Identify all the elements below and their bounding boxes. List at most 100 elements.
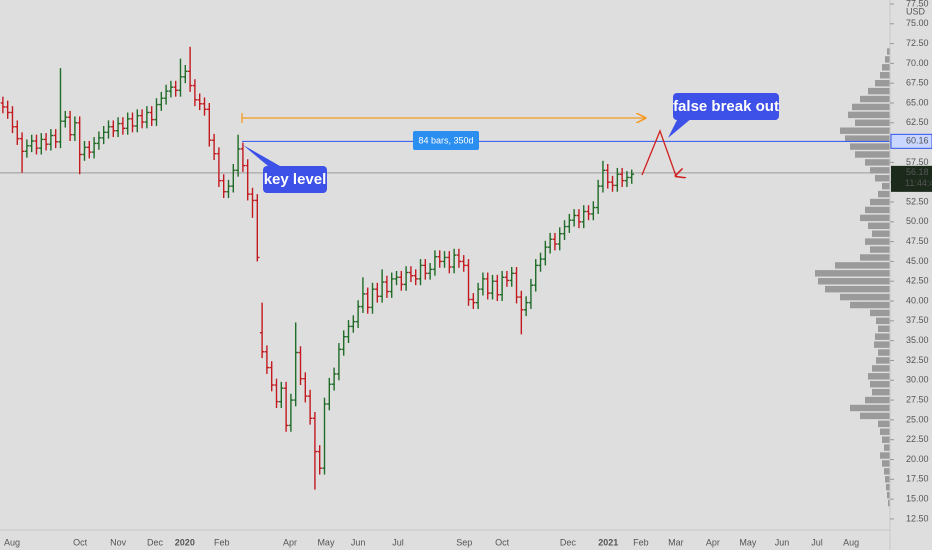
profile-bar <box>888 499 890 507</box>
volume-profile <box>815 48 890 507</box>
x-tick-label: Jun <box>351 537 366 547</box>
profile-bar <box>850 404 890 412</box>
profile-bar <box>880 72 890 79</box>
y-tick-label: 52.50 <box>906 196 929 206</box>
y-tick-label: 75.00 <box>906 18 929 28</box>
profile-bar <box>887 491 890 499</box>
profile-bar <box>868 87 890 95</box>
profile-bar <box>870 167 890 174</box>
x-tick-label: 2021 <box>598 537 618 547</box>
y-tick-label: 45.00 <box>906 256 929 266</box>
profile-bar <box>865 206 890 214</box>
price-label-box <box>890 133 932 149</box>
profile-bar <box>882 64 890 71</box>
y-tick-label: 42.50 <box>906 276 929 286</box>
x-tick-label: Oct <box>73 537 88 547</box>
profile-bar <box>850 143 890 150</box>
x-tick-label: Feb <box>214 537 230 547</box>
profile-bar <box>875 333 890 340</box>
profile-bar <box>882 460 890 467</box>
profile-bar <box>878 325 890 332</box>
y-tick-label: 72.50 <box>906 38 929 48</box>
x-tick-label: Apr <box>283 537 297 547</box>
profile-bar <box>870 198 890 206</box>
profile-bar <box>885 56 890 63</box>
x-tick-label: Jul <box>811 537 823 547</box>
y-tick-label: 50.00 <box>906 216 929 226</box>
profile-bar <box>855 151 890 158</box>
y-tick-label: 32.50 <box>906 355 929 365</box>
x-tick-label: May <box>739 537 757 547</box>
profile-bar <box>855 119 890 127</box>
profile-bar <box>878 349 890 356</box>
y-tick-label: 37.50 <box>906 315 929 325</box>
profile-bar <box>882 182 890 190</box>
projection-path <box>641 129 676 176</box>
y-tick-label: 22.50 <box>906 434 929 444</box>
key-level-label: key level <box>264 171 327 188</box>
profile-bar <box>865 396 890 404</box>
y-tick-label: 62.50 <box>906 117 929 127</box>
profile-bar <box>815 270 890 277</box>
profile-bar <box>865 159 890 166</box>
x-tick-label: 2020 <box>175 537 195 547</box>
x-tick-label: Apr <box>706 537 720 547</box>
profile-bar <box>880 452 890 459</box>
profile-bar <box>865 238 890 245</box>
x-tick-label: Jul <box>392 537 404 547</box>
x-tick-label: May <box>317 537 335 547</box>
profile-bar <box>868 373 890 380</box>
range-label: 84 bars, 350d <box>418 135 473 145</box>
y-tick-label: 15.00 <box>906 493 929 503</box>
profile-bar <box>872 388 890 396</box>
profile-bar <box>875 79 890 87</box>
profile-bar <box>870 381 890 388</box>
x-tick-label: Mar <box>668 537 684 547</box>
y-tick-label: 67.50 <box>906 78 929 88</box>
x-tick-label: Feb <box>633 537 649 547</box>
profile-bar <box>852 103 890 111</box>
profile-bar <box>882 436 890 443</box>
profile-bar <box>872 365 890 372</box>
x-tick-label: Nov <box>110 537 127 547</box>
y-tick-label: 30.00 <box>906 375 929 385</box>
breakout-box <box>673 93 779 120</box>
profile-bar <box>884 468 890 475</box>
profile-bar <box>878 190 890 198</box>
profile-bar <box>878 420 890 428</box>
y-tick-label: 25.00 <box>906 414 929 424</box>
profile-bar <box>860 412 890 420</box>
price-label: 56.18 <box>906 167 929 177</box>
profile-bar <box>845 135 890 142</box>
x-tick-label: Oct <box>495 537 510 547</box>
y-tick-label: 65.00 <box>906 97 929 107</box>
profile-bar <box>848 111 890 119</box>
profile-bar <box>876 317 890 325</box>
x-tick-label: Aug <box>843 537 859 547</box>
profile-bar <box>885 476 890 483</box>
currency: USD <box>906 6 926 16</box>
clock-label: 11:44:49 <box>905 178 932 188</box>
price-label: 60.16 <box>906 136 929 146</box>
profile-bar <box>875 175 890 182</box>
key-level-box <box>263 166 327 193</box>
profile-bar <box>860 254 890 261</box>
profile-bar <box>870 246 890 253</box>
range-label-box <box>413 131 479 150</box>
profile-bar <box>825 285 890 293</box>
y-tick-label: 35.00 <box>906 335 929 345</box>
x-tick-label: Sep <box>456 537 472 547</box>
profile-bar <box>880 428 890 435</box>
profile-bar <box>818 278 890 285</box>
x-tick-label: Dec <box>147 537 164 547</box>
y-tick-label: 70.00 <box>906 58 929 68</box>
y-tick-label: 77.50 <box>906 0 929 8</box>
bars <box>0 46 634 490</box>
profile-bar <box>835 262 890 269</box>
profile-bar <box>860 214 890 222</box>
profile-bar <box>872 230 890 237</box>
price-lines <box>0 140 890 174</box>
profile-bar <box>840 293 890 301</box>
profile-bar <box>868 222 890 229</box>
